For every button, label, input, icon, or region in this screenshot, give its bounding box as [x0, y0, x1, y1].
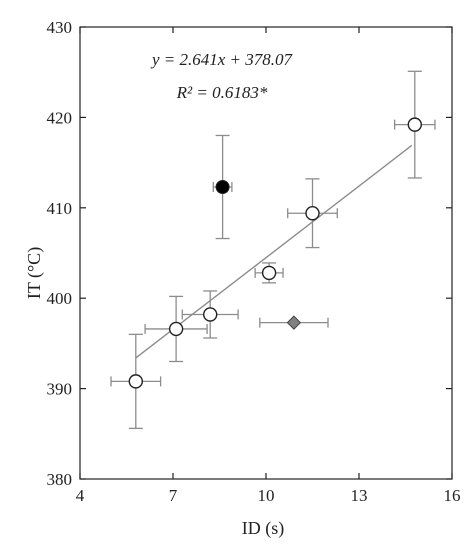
- x-axis-label: ID (s): [242, 518, 285, 539]
- x-tick-label: 4: [76, 486, 85, 505]
- regression-equation: y = 2.641x + 378.07: [150, 50, 294, 69]
- data-point-open: [261, 265, 277, 281]
- y-tick-label: 430: [47, 18, 73, 37]
- regression-line: [135, 144, 413, 359]
- x-tick-label: 16: [444, 486, 461, 505]
- y-tick-label: 410: [47, 199, 73, 218]
- x-tick-label: 13: [351, 486, 368, 505]
- data-point-open: [202, 307, 218, 322]
- y-tick-label: 400: [47, 289, 73, 308]
- y-tick-label: 420: [47, 108, 73, 127]
- r-squared-label: R² = 0.6183*: [176, 83, 268, 102]
- data-point-open: [128, 374, 144, 389]
- y-axis-label: IT (°C): [24, 247, 45, 299]
- data-point-open: [407, 117, 422, 132]
- x-tick-label: 7: [169, 486, 178, 505]
- data-point-filled: [215, 180, 230, 195]
- x-tick-label: 10: [258, 486, 275, 505]
- data-point-open: [305, 206, 320, 221]
- data-point-open: [168, 321, 184, 337]
- data-point-diamond: [286, 315, 302, 330]
- plot-area: 4 7 10 13 16 380 390 400 410 420 430: [47, 18, 461, 505]
- y-tick-label: 390: [47, 380, 73, 399]
- y-tick-label: 380: [47, 470, 73, 489]
